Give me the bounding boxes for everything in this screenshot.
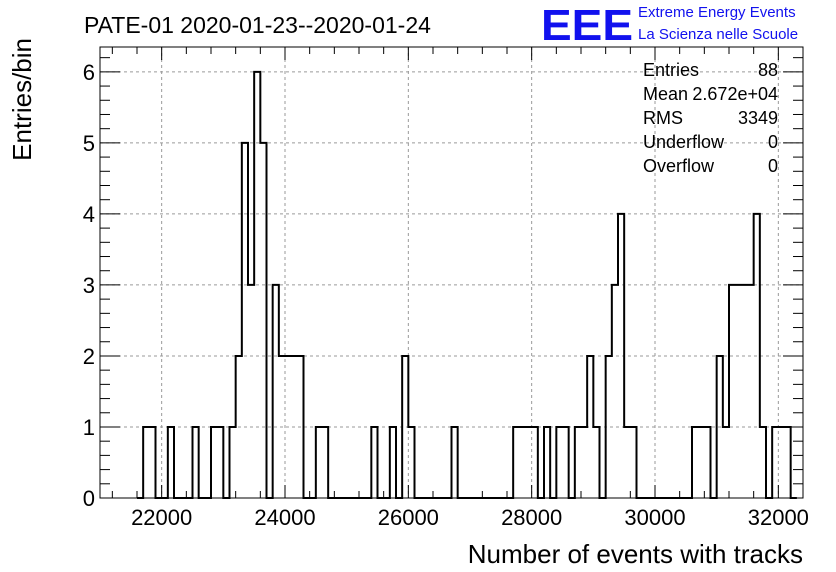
stats-value: 2.672e+04 xyxy=(692,84,778,104)
y-tick-label: 6 xyxy=(83,60,95,85)
x-tick-label: 22000 xyxy=(131,505,192,530)
stats-value: 0 xyxy=(768,132,778,152)
histogram-series xyxy=(137,70,797,499)
y-tick-label: 4 xyxy=(83,202,95,227)
plot-area: 22000 24000 26000 28000 30000 32000 0 1 2 3 4 5 6 xyxy=(83,46,809,530)
x-tick-label: 26000 xyxy=(378,505,439,530)
stats-label: RMS xyxy=(643,108,683,128)
stats-label: Underflow xyxy=(643,132,725,152)
plot-frame xyxy=(99,46,804,499)
y-tick-label: 0 xyxy=(83,486,95,511)
chart-title: PATE-01 2020-01-23--2020-01-24 xyxy=(84,12,431,38)
y-axis-label: Entries/bin xyxy=(7,38,37,161)
eee-logo: EEE Extreme Energy Events La Scienza nel… xyxy=(541,1,798,50)
logo-line-1: Extreme Energy Events xyxy=(638,4,796,21)
stats-label: Overflow xyxy=(643,156,715,176)
x-tick-label: 32000 xyxy=(748,505,809,530)
x-tick-label: 28000 xyxy=(501,505,562,530)
stats-value: 0 xyxy=(768,156,778,176)
x-axis-label: Number of events with tracks xyxy=(468,539,803,569)
stats-box: Entries 88 Mean 2.672e+04 RMS 3349 Underflow 0 O… xyxy=(643,60,778,176)
y-tick-label: 2 xyxy=(83,344,95,369)
eee-logo-mark: EEE xyxy=(541,1,633,50)
y-tick-label: 5 xyxy=(83,131,95,156)
logo-line-2: La Scienza nelle Scuole xyxy=(638,26,798,43)
x-tick-label: 24000 xyxy=(254,505,315,530)
stats-label: Entries xyxy=(643,60,699,80)
stats-value: 88 xyxy=(758,60,778,80)
y-tick-label: 3 xyxy=(83,273,95,298)
x-tick-label: 30000 xyxy=(624,505,685,530)
stats-label: Mean xyxy=(643,84,688,104)
y-tick-label: 1 xyxy=(83,415,95,440)
stats-value: 3349 xyxy=(738,108,778,128)
